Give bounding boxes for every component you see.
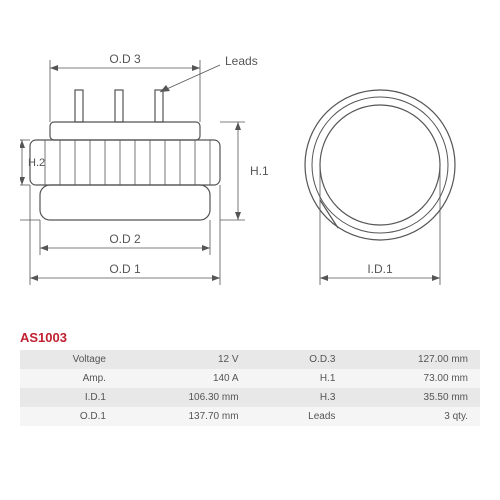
spec-label: O.D.1 [20, 407, 112, 426]
front-view: O.D 3 Leads O.D 2 O.D 1 [20, 52, 269, 285]
label-od2: O.D 2 [109, 232, 141, 246]
spec-table: Voltage 12 V O.D.3 127.00 mm Amp. 140 A … [20, 350, 480, 426]
spec-value: 106.30 mm [112, 388, 251, 407]
spec-label: Voltage [20, 350, 112, 369]
spec-value: 73.00 mm [341, 369, 480, 388]
side-view: I.D.1 [305, 90, 455, 285]
spec-label: H.3 [251, 388, 342, 407]
label-od3: O.D 3 [109, 52, 141, 66]
spec-label: O.D.3 [251, 350, 342, 369]
spec-value: 137.70 mm [112, 407, 251, 426]
spec-label: Leads [251, 407, 342, 426]
label-id1: I.D.1 [367, 262, 393, 276]
label-h2: H.2 [28, 157, 45, 169]
spec-value: 12 V [112, 350, 251, 369]
drawing-svg: O.D 3 Leads O.D 2 O.D 1 [20, 30, 480, 320]
part-code: AS1003 [20, 330, 67, 345]
technical-drawing: O.D 3 Leads O.D 2 O.D 1 [20, 30, 480, 320]
page: O.D 3 Leads O.D 2 O.D 1 [0, 0, 500, 500]
spec-label: I.D.1 [20, 388, 112, 407]
spec-label: H.1 [251, 369, 342, 388]
spec-value: 3 qty. [341, 407, 480, 426]
spec-label: Amp. [20, 369, 112, 388]
label-leads: Leads [225, 54, 258, 68]
spec-value: 127.00 mm [341, 350, 480, 369]
label-od1: O.D 1 [109, 262, 141, 276]
label-h1: H.1 [250, 164, 269, 178]
spec-value: 140 A [112, 369, 251, 388]
spec-value: 35.50 mm [341, 388, 480, 407]
